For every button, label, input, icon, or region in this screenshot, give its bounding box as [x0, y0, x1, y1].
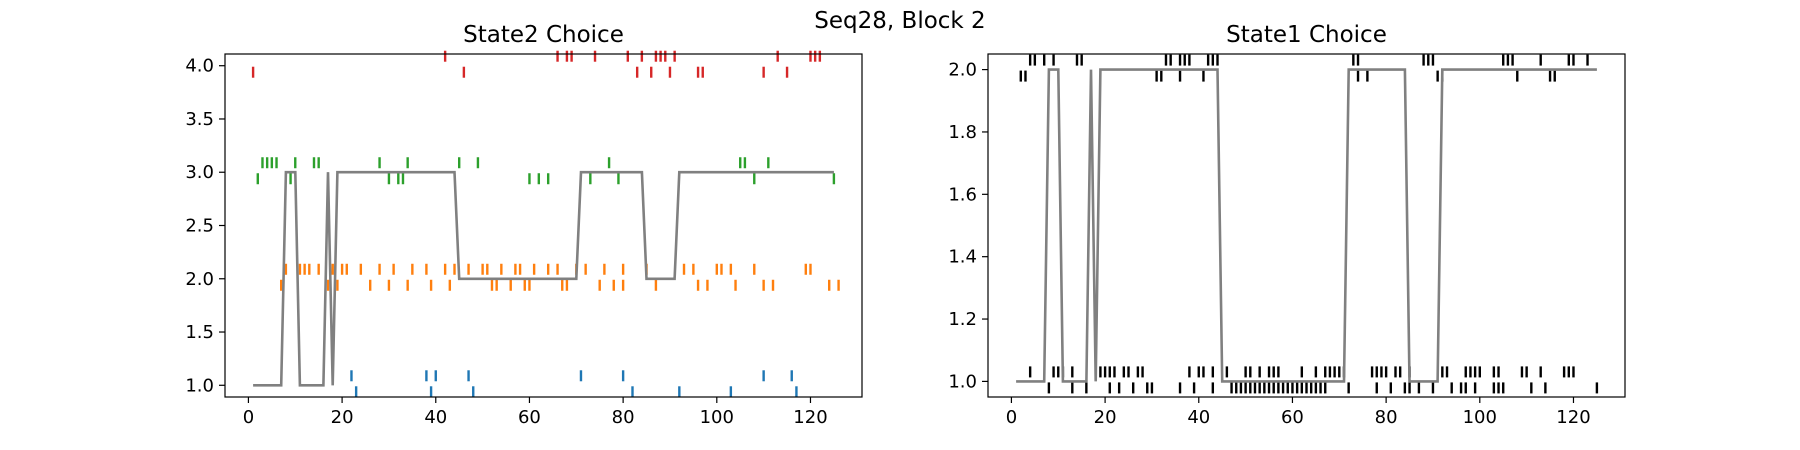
state2-choice-y-tick-label: 2.0	[185, 269, 214, 290]
state2-choice-x-tick-label: 80	[612, 407, 635, 428]
state1-choice-x-tick-label: 80	[1375, 407, 1398, 428]
state2-choice-x-tick-label: 100	[700, 407, 734, 428]
state1-choice-title: State1 Choice	[1226, 22, 1387, 48]
state2-choice-x-tick-label: 20	[331, 407, 354, 428]
state1-choice-y-tick-label: 1.4	[948, 247, 977, 268]
state2-choice-x-tick-label: 0	[243, 407, 254, 428]
state1-choice-y-tick-label: 2.0	[948, 60, 977, 81]
state2-choice-y-tick-label: 3.5	[185, 109, 214, 130]
state2-choice-panel: 0 20 40 60 80 100 120 1.0 1.5 2.0 2.5 3.0 3.5 4.0 Stat…	[185, 22, 863, 428]
state1-choice-x-tick-label: 40	[1187, 407, 1210, 428]
state1-choice-x-tick-label: 20	[1094, 407, 1117, 428]
state1-choice-y-tick-label: 1.8	[948, 122, 977, 143]
state1-choice-x-tick-label: 0	[1006, 407, 1017, 428]
state1-choice-x-tick-label: 60	[1281, 407, 1304, 428]
state1-choice-axes-frame	[987, 53, 1626, 398]
state1-choice-y-tick-label: 1.6	[948, 184, 977, 205]
state1-choice-y-tick-label: 1.2	[948, 309, 977, 330]
state2-choice-title: State2 Choice	[463, 22, 624, 48]
state2-choice-x-tick-label: 60	[518, 407, 541, 428]
state2-choice-y-tick-label: 1.5	[185, 322, 214, 343]
state2-choice-x-tick-label: 120	[793, 407, 827, 428]
state2-choice-x-tick-label: 40	[424, 407, 447, 428]
state1-choice-choice-line	[1016, 68, 1597, 383]
state2-choice-axes-frame	[224, 53, 863, 398]
state2-choice-y-tick-label: 4.0	[185, 56, 214, 77]
figure-suptitle: Seq28, Block 2	[814, 8, 985, 34]
state2-choice-choice-line	[253, 170, 834, 387]
state2-choice-y-tick-label: 1.0	[185, 375, 214, 396]
state2-choice-y-tick-label: 2.5	[185, 216, 214, 237]
state1-choice-x-tick-label: 120	[1556, 407, 1590, 428]
state1-choice-y-tick-label: 1.0	[948, 371, 977, 392]
state2-choice-y-tick-label: 3.0	[185, 162, 214, 183]
state1-choice-panel: 0 20 40 60 80 100 120 1.0 1.2 1.4 1.6 1.8 2.0 State1 …	[948, 22, 1626, 428]
state1-choice-x-tick-label: 100	[1463, 407, 1497, 428]
